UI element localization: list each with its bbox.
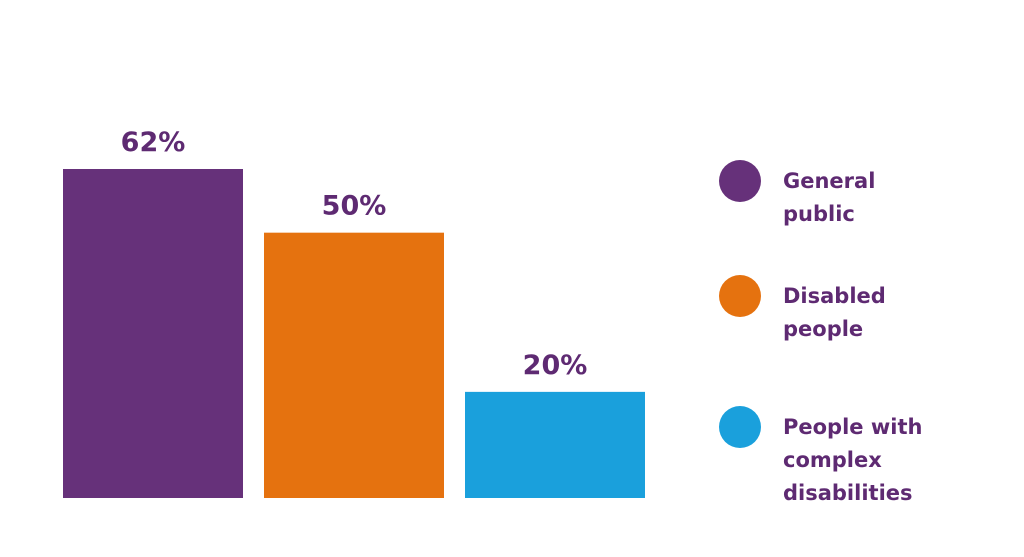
- value-label: 50%: [322, 191, 387, 222]
- legend-swatch: [719, 406, 761, 448]
- legend-swatch: [719, 160, 761, 202]
- bar: [63, 169, 243, 498]
- bar: [465, 391, 645, 498]
- legend-swatch: [719, 275, 761, 317]
- bar: [264, 232, 444, 498]
- legend-label: Disabled people: [783, 284, 886, 341]
- legend-label: General public: [783, 169, 876, 226]
- value-label: 20%: [523, 350, 588, 381]
- legend-label: People with complex disabilities: [783, 415, 923, 505]
- value-label: 62%: [121, 127, 186, 158]
